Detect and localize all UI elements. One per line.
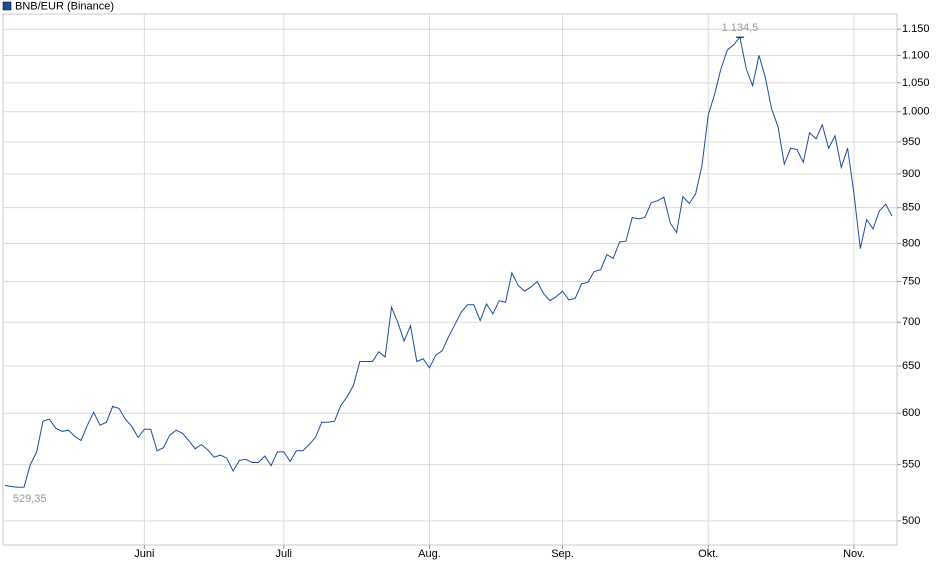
- x-tick-label: Sep.: [551, 548, 574, 560]
- x-tick-label: Juli: [276, 548, 293, 560]
- value-label: 529,35: [13, 493, 47, 505]
- x-tick-label: Nov.: [843, 548, 865, 560]
- price-line: [4, 36, 893, 488]
- y-tick-label: 750: [902, 275, 920, 287]
- y-tick-label: 950: [902, 136, 920, 148]
- legend-label: BNB/EUR (Binance): [15, 0, 114, 12]
- y-tick-label: 700: [902, 316, 920, 328]
- y-tick-label: 1.000: [902, 106, 930, 118]
- y-tick-label: 500: [902, 515, 920, 527]
- legend-swatch: [2, 1, 12, 11]
- plot-area: [2, 13, 898, 546]
- y-tick-label: 600: [902, 407, 920, 419]
- y-tick-label: 1.150: [902, 23, 930, 35]
- x-tick-label: Aug.: [418, 548, 441, 560]
- y-tick-label: 650: [902, 360, 920, 372]
- y-tick-label: 850: [902, 202, 920, 214]
- y-tick-label: 1.050: [902, 77, 930, 89]
- y-tick-label: 800: [902, 237, 920, 249]
- y-tick-label: 550: [902, 459, 920, 471]
- x-tick-label: Juni: [134, 548, 154, 560]
- value-label: 1.134,5: [722, 22, 759, 34]
- y-tick-label: 900: [902, 168, 920, 180]
- x-tick-label: Okt.: [698, 548, 718, 560]
- y-tick-label: 1.100: [902, 49, 930, 61]
